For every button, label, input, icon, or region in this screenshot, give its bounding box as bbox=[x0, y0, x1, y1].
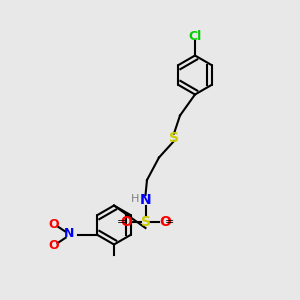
Text: O: O bbox=[48, 239, 59, 252]
Text: S: S bbox=[169, 131, 179, 145]
Text: S: S bbox=[140, 215, 151, 229]
Text: O: O bbox=[48, 218, 59, 231]
Text: =: = bbox=[117, 217, 126, 227]
Text: O: O bbox=[120, 215, 132, 229]
Text: Cl: Cl bbox=[188, 29, 202, 43]
Text: =: = bbox=[165, 217, 174, 227]
Text: N: N bbox=[63, 227, 74, 240]
Text: H: H bbox=[131, 194, 139, 205]
Text: O: O bbox=[159, 215, 171, 229]
Text: N: N bbox=[140, 193, 151, 206]
